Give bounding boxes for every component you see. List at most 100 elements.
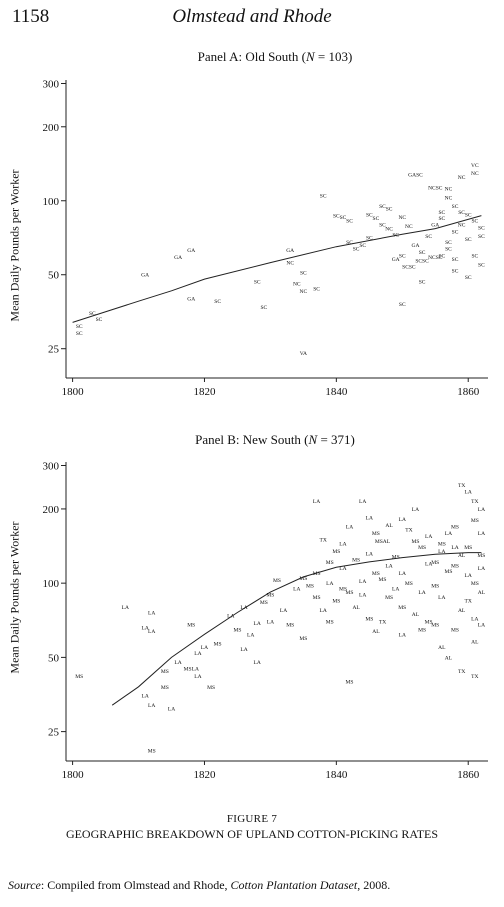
data-point-label: SC [478,263,485,269]
figure-caption: GEOGRAPHIC BREAKDOWN OF UPLAND COTTON-PI… [65,827,439,841]
data-point-label: MS [233,627,241,633]
data-point-label: VA [300,351,307,357]
data-point-label: MS [352,557,360,563]
data-point-label: AL [445,655,453,661]
data-point-label: LA [148,629,155,635]
data-point-label: SC [438,253,445,259]
data-point-label: MS [161,669,169,675]
data-point-label: GA [187,248,195,254]
data-point-label: MS [346,679,354,685]
data-point-label: SC [471,219,478,225]
data-point-label: SC [452,257,459,263]
data-point-label: TX [319,538,326,544]
data-point-label: SC [373,216,380,222]
data-point-label: MS [451,563,459,569]
data-point-label: MSLA [184,667,199,673]
x-tick-label: 1800 [62,769,85,781]
data-point-label: MS [365,616,373,622]
data-point-label: TX [405,528,412,534]
data-point-label: SC [76,324,83,330]
data-point-label: MS [425,619,433,625]
data-point-label: MS [313,571,321,577]
data-point-label: MS [306,583,314,589]
data-point-label: MS [464,545,472,551]
y-tick-label: 100 [43,578,60,590]
data-point-label: MS [444,569,452,575]
data-point-label: SC [419,250,426,256]
data-point-label: MS [207,685,215,691]
data-point-label: MS [161,685,169,691]
data-point-label: LA [168,707,175,713]
data-point-label: TX [458,483,465,489]
data-point-label: MS [326,619,334,625]
data-point-label: NC [385,227,393,233]
data-point-label: MS [451,627,459,633]
source-note: Source: Compiled from Olmstead and Rhode… [8,878,390,893]
data-point-label: MS [379,577,387,583]
data-point-label: SC [379,223,386,229]
data-point-label: LA [478,566,485,572]
data-point-label: SC [313,286,320,292]
data-point-label: LA [293,587,300,593]
data-point-label: LA [141,694,148,700]
data-point-label: MS [471,518,479,524]
data-point-label: LA [174,660,181,666]
data-point-label: SC [333,214,340,220]
y-tick-label: 300 [43,78,60,90]
y-tick-label: 200 [43,504,60,516]
data-point-label: VC [471,163,479,169]
data-point-label: MS [332,599,340,605]
y-tick-label: 100 [43,196,60,208]
data-point-label: NC [405,224,413,230]
data-point-label: MS [339,587,347,593]
data-point-label: AL [385,523,393,529]
data-point-label: SC [478,225,485,231]
data-point-label: SC [353,246,360,252]
data-point-label: LA [267,619,274,625]
data-point-label: LA [319,608,326,614]
data-point-label: MS [471,581,479,587]
data-point-label: SCSC [402,265,416,271]
data-point-label: LA [392,587,399,593]
data-point-label: MS [332,549,340,555]
data-point-label: SC [471,253,478,259]
data-point-label: SC [386,206,393,212]
data-point-label: NCSC [428,255,443,261]
data-point-label: GASC [408,172,423,178]
panel-b-title-suffix: = 371) [317,432,355,447]
data-point-label: SC [359,243,366,249]
page-number: 1158 [12,6,50,27]
data-point-label: SC [254,279,261,285]
data-point-label: LA [471,616,478,622]
data-point-label: TX [465,599,472,605]
fitted-trend-line [111,552,482,706]
data-point-label: LA [478,507,485,513]
data-point-label: SC [452,204,459,210]
panel-a-title: Panel A: Old South (N = 103) [60,49,490,65]
data-point-label: LA [465,490,472,496]
source-title: Cotton Plantation Dataset [230,878,358,892]
x-tick-label: 1840 [325,386,348,398]
data-point-label: MS [398,605,406,611]
y-tick-label: 200 [43,122,60,134]
data-point-label: TX [379,619,386,625]
data-point-label: LA [425,534,432,540]
data-point-label: GA [392,257,400,263]
data-point-label: MS [431,583,439,589]
data-point-label: MS [75,674,83,680]
data-point-label: LA [359,579,366,585]
data-point-label: GA [431,223,439,229]
data-point-label: LA [399,517,406,523]
data-point-label: LA [227,613,234,619]
source-suffix: , 2008. [357,878,391,892]
data-point-label: MS [286,622,294,628]
data-point-label: LA [425,562,432,568]
panel-b-title: Panel B: New South (N = 371) [60,432,490,448]
data-point-label: SC [346,219,353,225]
data-point-label: LA [254,660,261,666]
data-point-label: LA [445,531,452,537]
data-point-label: NC [445,196,453,202]
panel-a-title-suffix: = 103) [314,49,353,64]
data-point-label: LA [478,531,485,537]
data-point-label: MS [187,622,195,628]
